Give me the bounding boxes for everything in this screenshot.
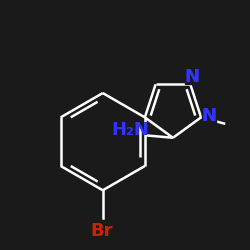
Text: Br: Br [90,222,113,240]
Bar [202,109,216,123]
Text: N: N [184,68,199,86]
Text: H₂N: H₂N [111,121,149,139]
Text: N: N [201,107,216,125]
Text: N: N [184,68,199,86]
Text: N: N [201,107,216,125]
Bar [185,70,199,84]
